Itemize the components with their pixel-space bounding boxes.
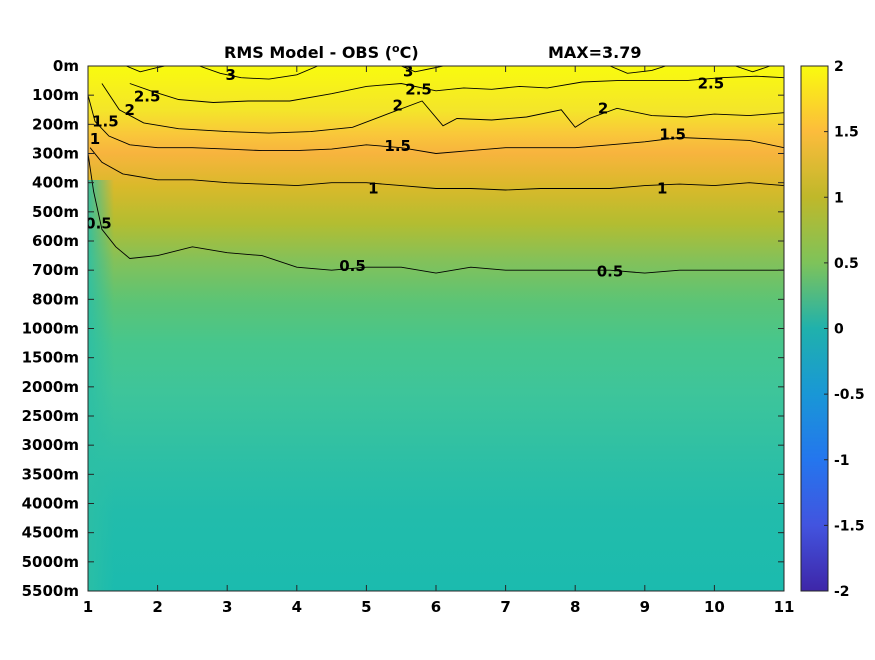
x-tick-label: 4 — [292, 598, 302, 616]
contour-label: 1 — [368, 180, 378, 198]
y-tick-label: 300m — [32, 145, 79, 163]
contour-label: 1.5 — [384, 137, 411, 155]
plot-area: 3 32.5 2.5 2.52 2 21.51.51.511 10.50.5 0.5 — [85, 62, 784, 591]
chart-title-degree: o — [392, 42, 400, 55]
y-tick-label: 2000m — [22, 378, 79, 396]
contour-label: 0.5 — [339, 257, 366, 275]
chart-title: RMS Model - OBS (oC) — [224, 42, 419, 62]
colorbar-tick-label: -1.5 — [834, 518, 865, 534]
colorbar-tick-label: -2 — [834, 584, 850, 600]
x-tick-label: 5 — [361, 598, 371, 616]
y-tick-label: 800m — [32, 290, 79, 308]
y-tick-label: 3000m — [22, 436, 79, 454]
chart-max-label: MAX=3.79 — [548, 43, 642, 62]
contour-label: 0.5 — [85, 215, 112, 233]
x-tick-label: 1 — [83, 598, 93, 616]
y-tick-label: 2500m — [22, 407, 79, 425]
contour-label: 1.5 — [659, 126, 686, 144]
contour-line-3 — [199, 66, 318, 80]
x-tick-label: 6 — [431, 598, 441, 616]
y-axis: 0m 100m 200m 300m 400m 500m 600m 700m 800m 1000m 1… — [22, 57, 784, 600]
x-tick-label: 7 — [500, 598, 510, 616]
x-tick-label: 8 — [570, 598, 580, 616]
y-tick-label: 200m — [32, 115, 79, 133]
y-tick-label: 1500m — [22, 349, 79, 367]
x-tick-label: 9 — [640, 598, 650, 616]
contour-label: 3 — [225, 66, 235, 84]
colorbar-tick-label: 0.5 — [834, 256, 859, 272]
contour-label: 2.5 — [698, 75, 725, 93]
colorbar-tick-label: -0.5 — [834, 387, 865, 403]
y-tick-label: 0m — [53, 57, 79, 75]
contour-label: 0.5 — [597, 263, 624, 281]
contour-lines — [88, 66, 784, 274]
y-tick-label: 5500m — [22, 582, 79, 600]
contour-label: 3 — [403, 62, 413, 80]
x-tick-label: 3 — [222, 598, 232, 616]
y-tick-label: 5000m — [22, 553, 79, 571]
contour-label: 1.5 — [92, 112, 119, 130]
y-tick-label: 1000m — [22, 320, 79, 338]
contour-line-1 — [89, 147, 784, 191]
chart-title-main: RMS Model - OBS ( — [224, 43, 392, 62]
colorbar-tick-label: 0 — [834, 322, 844, 338]
y-tick-label: 4500m — [22, 524, 79, 542]
colorbar-tick-label: 2 — [834, 59, 844, 75]
colorbar — [800, 65, 829, 592]
colorbar-tick-label: 1.5 — [834, 125, 859, 141]
contour-label: 1 — [90, 130, 100, 148]
contour-label: 1 — [657, 180, 667, 198]
heatmap-field — [88, 66, 784, 591]
contour-label: 2.5 — [405, 80, 432, 98]
contour-label: 2 — [125, 101, 135, 119]
colorbar-axis: 2 1.5 1 0.5 0 -0.5 -1 -1.5 -2 — [824, 59, 865, 600]
y-tick-label: 700m — [32, 261, 79, 279]
colorbar-tick-label: -1 — [834, 453, 850, 469]
x-tick-label: 10 — [704, 598, 725, 616]
x-axis: 1 2 3 4 5 6 7 8 9 10 11 — [83, 66, 795, 616]
contour-line-3 — [401, 66, 444, 73]
y-tick-label: 4000m — [22, 495, 79, 513]
y-tick-label: 3500m — [22, 465, 79, 483]
contour-line-3 — [735, 66, 771, 73]
contour-line-2-5 — [129, 75, 784, 103]
y-tick-label: 400m — [32, 174, 79, 192]
y-tick-label: 100m — [32, 86, 79, 104]
x-tick-label: 11 — [774, 598, 795, 616]
contour-line-1-5 — [88, 95, 784, 154]
contour-label: 2 — [393, 96, 403, 114]
contour-line-3 — [126, 66, 165, 73]
contour-labels: 3 32.5 2.5 2.52 2 21.51.51.511 10.50.5 0.5 — [85, 62, 725, 281]
contour-label: 2 — [598, 99, 608, 117]
colorbar-tick-label: 1 — [834, 190, 844, 206]
heatmap-left-edge — [88, 180, 114, 591]
contour-line-0-5 — [88, 153, 784, 274]
chart-title-unit: C) — [400, 43, 419, 62]
y-tick-label: 500m — [32, 203, 79, 221]
y-tick-label: 600m — [32, 232, 79, 250]
contour-line-3 — [609, 66, 666, 74]
contour-label: 2.5 — [134, 88, 161, 106]
contour-line-2 — [101, 83, 784, 134]
x-tick-label: 2 — [152, 598, 162, 616]
